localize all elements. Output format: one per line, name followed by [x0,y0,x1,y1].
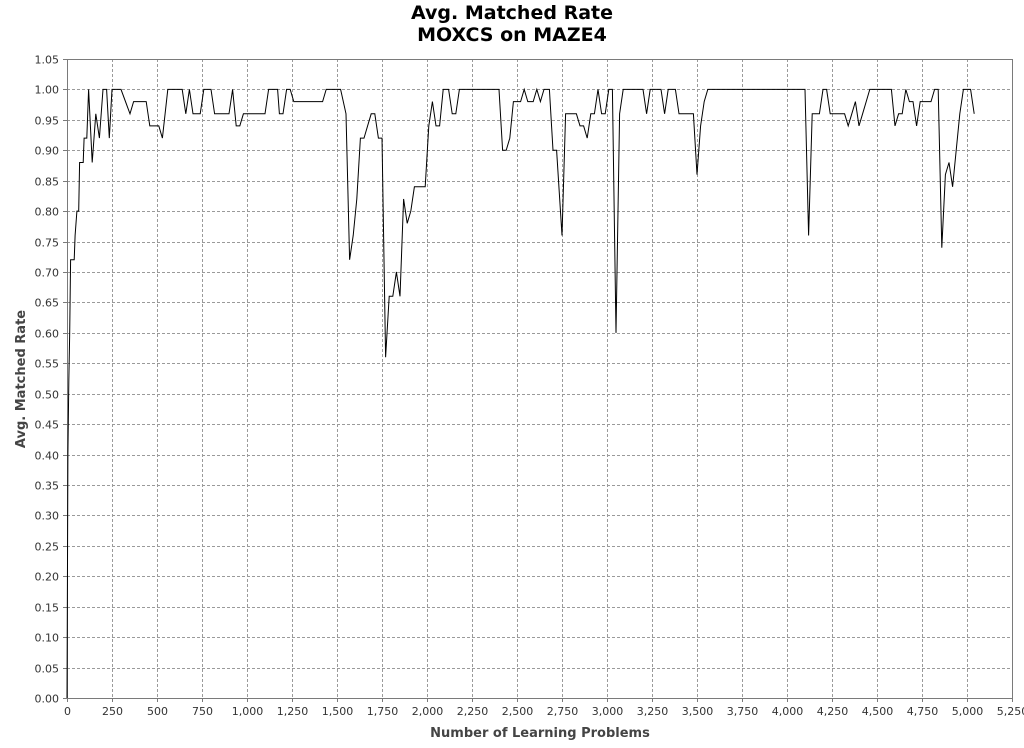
y-tick-label: 0.95 [35,115,60,128]
y-axis-ticks: 0.00 0.05 0.10 0.15 0.20 0.25 0.30 0.35 0.40 0.45… [35,54,67,706]
y-tick-label: 0.55 [35,358,60,371]
y-tick-label: 1.05 [35,54,60,67]
y-tick-label: 0.40 [35,450,60,463]
y-tick-label: 0.90 [35,145,60,158]
y-tick-label: 0.35 [35,480,60,493]
x-tick-label: 2,750 [547,705,579,718]
x-tick-label: 2,500 [502,705,534,718]
x-tick-label: 3,250 [637,705,669,718]
y-tick-label: 0.80 [35,206,60,219]
x-tick-label: 1,500 [322,705,354,718]
x-tick-label: 1,750 [367,705,399,718]
x-tick-label: 3,000 [592,705,624,718]
x-tick-label: 750 [192,705,213,718]
x-tick-label: 5,000 [952,705,984,718]
y-tick-label: 0.70 [35,267,60,280]
x-tick-label: 4,500 [862,705,894,718]
plot-area-frame [67,59,1013,699]
x-tick-label: 2,250 [457,705,489,718]
y-tick-label: 0.85 [35,176,60,189]
x-tick-label: 1,250 [277,705,309,718]
y-tick-label: 0.05 [35,663,60,676]
x-tick-label: 5,250 [997,705,1024,718]
y-tick-label: 0.00 [35,693,60,706]
chart-title: Avg. Matched Rate [411,2,613,24]
x-tick-label: 4,750 [907,705,939,718]
x-tick-label: 3,750 [727,705,759,718]
x-tick-label: 4,000 [772,705,804,718]
x-tick-label: 0 [64,705,71,718]
y-tick-label: 0.50 [35,389,60,402]
y-tick-label: 0.45 [35,419,60,432]
x-axis-ticks: 0 250 500 750 1,000 1,250 1,500 1,750 2,000 2,250… [64,698,1024,718]
y-tick-label: 0.60 [35,328,60,341]
x-tick-label: 1,000 [232,705,264,718]
x-tick-label: 500 [147,705,168,718]
y-tick-label: 0.65 [35,297,60,310]
y-tick-label: 0.15 [35,602,60,615]
chart-subtitle: MOXCS on MAZE4 [417,24,607,46]
grid-lines [67,59,1012,698]
y-tick-label: 1.00 [35,84,60,97]
x-tick-label: 2,000 [412,705,444,718]
y-tick-label: 0.10 [35,632,60,645]
x-tick-label: 250 [102,705,123,718]
series-layer [66,87,975,699]
y-tick-label: 0.25 [35,541,60,554]
series-line [66,87,975,699]
x-tick-label: 4,250 [817,705,849,718]
y-tick-label: 0.75 [35,237,60,250]
x-axis-label: Number of Learning Problems [430,726,650,741]
y-tick-label: 0.30 [35,510,60,523]
y-axis-label: Avg. Matched Rate [14,310,29,448]
x-tick-label: 3,500 [682,705,714,718]
y-tick-label: 0.20 [35,571,60,584]
chart-title-block: Avg. Matched Rate MOXCS on MAZE4 [0,2,1024,46]
